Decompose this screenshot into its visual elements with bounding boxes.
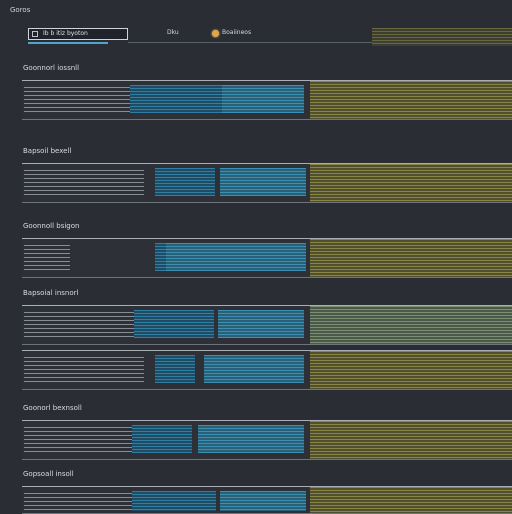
text-lines: [24, 427, 144, 453]
header-highlight-strip: [372, 28, 512, 46]
yellow-column: [310, 306, 512, 344]
divider: [128, 42, 512, 43]
mode-toggle[interactable]: Dku Boaiineos: [167, 29, 262, 39]
yellow-column: [310, 164, 512, 202]
section-title: Gopsoall insoll: [23, 470, 74, 478]
section-panel[interactable]: [22, 486, 512, 514]
toggle-knob[interactable]: [212, 30, 219, 37]
cyan-column: [155, 168, 215, 196]
cyan-column: [222, 85, 304, 113]
section-title: Bapsoil bexell: [23, 147, 72, 155]
search-underline: [28, 42, 108, 44]
cyan-column: [204, 355, 304, 383]
text-lines: [24, 245, 70, 271]
toggle-label-right: Boaiineos: [222, 29, 252, 36]
cyan-column: [132, 491, 216, 511]
section-title: Goonorl bexnsoll: [23, 404, 82, 412]
yellow-column: [310, 421, 512, 459]
section-panel[interactable]: [22, 163, 512, 203]
section-title: Goonnorl iossnll: [23, 64, 80, 72]
text-lines: [24, 312, 144, 338]
app-title: Goros: [10, 6, 31, 14]
yellow-column: [310, 239, 512, 277]
yellow-column: [310, 487, 512, 513]
section-title: Goonnoll bsigon: [23, 222, 80, 230]
toolbar: Ib b itiz byoton Dku Boaiineos: [22, 24, 512, 52]
section-panel[interactable]: [22, 305, 512, 345]
cyan-column: [132, 425, 192, 453]
text-lines: [24, 357, 144, 383]
cyan-column: [218, 310, 304, 338]
text-lines: [24, 170, 144, 196]
search-icon: [32, 31, 38, 37]
cyan-column: [134, 310, 214, 338]
section-title: Bapsoial insnorl: [23, 289, 79, 297]
cyan-column: [198, 425, 304, 453]
section-panel[interactable]: [22, 80, 512, 120]
cyan-column: [220, 491, 306, 511]
text-lines: [24, 493, 144, 511]
section-panel[interactable]: [22, 420, 512, 460]
cyan-column: [166, 243, 306, 271]
section-panel[interactable]: [22, 238, 512, 278]
text-lines: [24, 87, 144, 113]
yellow-column: [310, 81, 512, 119]
search-input[interactable]: Ib b itiz byoton: [28, 28, 128, 40]
cyan-column: [155, 355, 195, 383]
toggle-label-left: Dku: [167, 29, 179, 36]
section-panel[interactable]: [22, 350, 512, 390]
cyan-column: [220, 168, 306, 196]
search-input-text: Ib b itiz byoton: [43, 30, 88, 37]
yellow-column: [310, 351, 512, 389]
